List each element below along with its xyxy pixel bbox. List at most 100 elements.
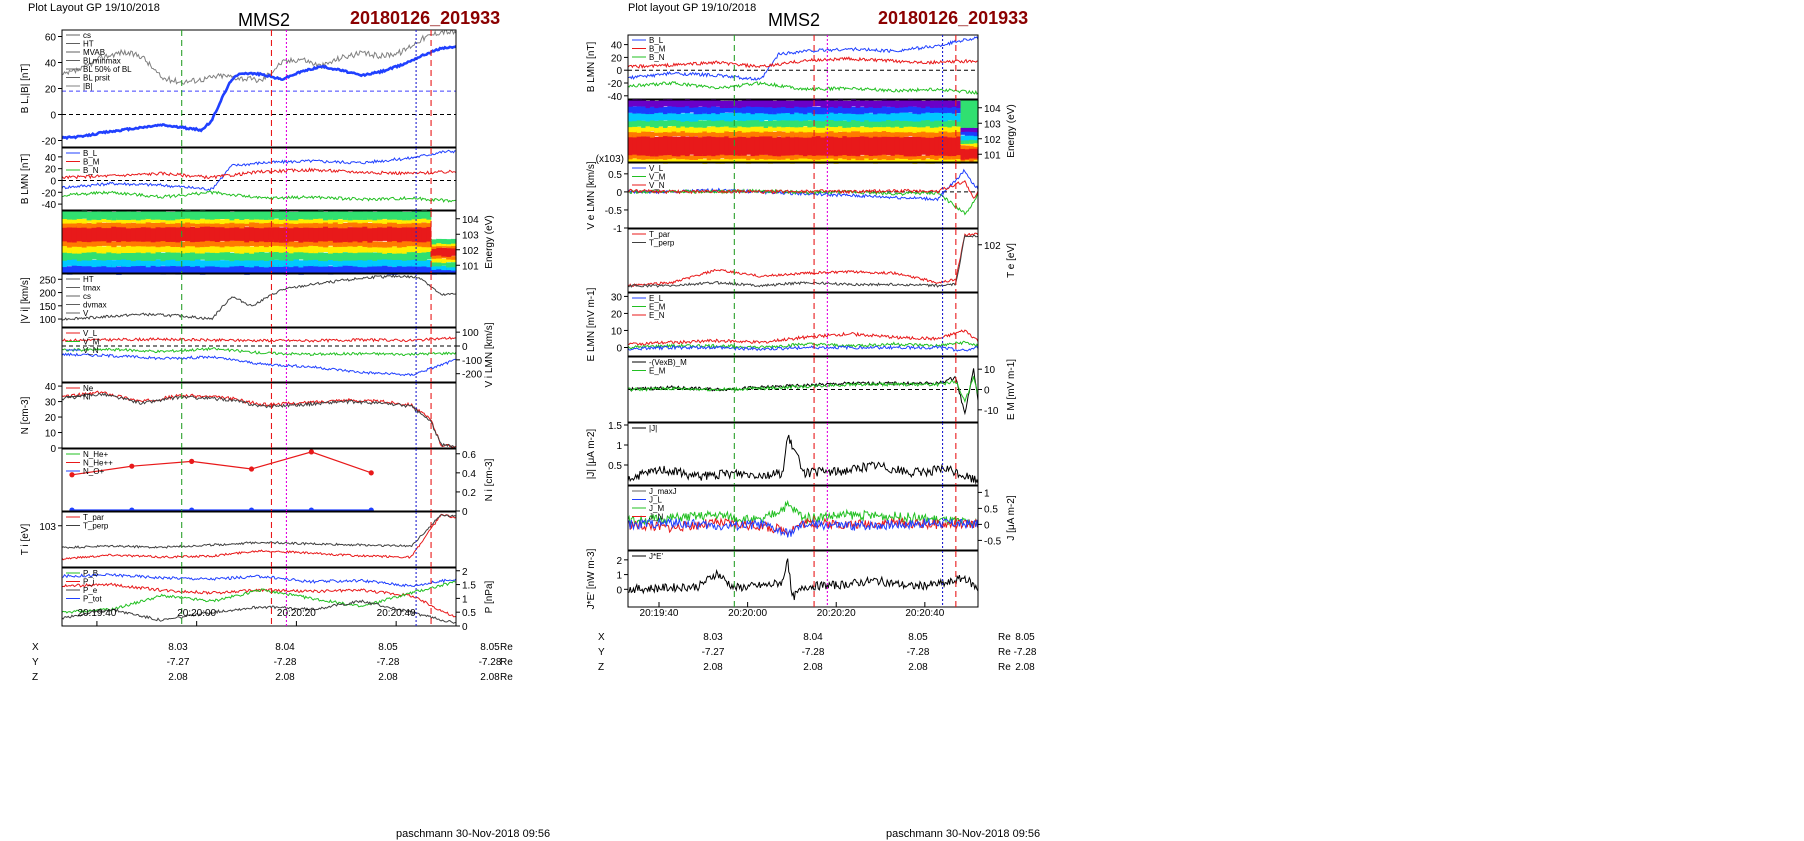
series-line <box>62 513 456 561</box>
spectrogram-cell <box>288 246 295 254</box>
spectrogram-cell <box>881 106 887 114</box>
spectrogram-cell <box>785 119 791 127</box>
spectrogram-cell <box>929 100 935 108</box>
spectrogram-cell <box>111 221 117 227</box>
spectrogram-cell <box>641 125 647 132</box>
spectrogram-cell <box>126 251 132 261</box>
spectrogram-cell <box>794 126 800 133</box>
series-line <box>628 179 978 199</box>
spectrogram-cell <box>877 113 883 122</box>
spectrogram-cell <box>855 100 861 108</box>
y-tick-label: 10 <box>45 429 57 440</box>
y-tick-label: 0 <box>462 622 468 633</box>
spectrogram-cell <box>372 264 378 274</box>
spectrogram-cell <box>859 130 865 137</box>
spectrogram-cell <box>951 157 957 163</box>
spectrogram-cell <box>684 112 690 122</box>
spectrogram-cell <box>254 217 260 223</box>
spectrogram-cell <box>180 218 186 224</box>
spectrogram-cell <box>859 107 865 115</box>
spectrogram-cell <box>737 125 743 132</box>
spectrogram-cell <box>851 136 857 156</box>
spectrogram-cell <box>204 265 211 274</box>
spectrogram-cell <box>785 130 791 137</box>
spectrogram-cell <box>199 218 206 224</box>
y-axis-label: P [nPa] <box>484 580 495 613</box>
spectrogram-cell <box>641 99 647 107</box>
spectrogram-cell <box>816 155 822 160</box>
spectrogram-cell <box>308 222 314 228</box>
spectrogram-cell <box>318 226 324 242</box>
spectrogram-cell <box>451 269 457 275</box>
spectrogram-cell <box>663 155 668 160</box>
spectrogram-cell <box>199 260 206 268</box>
spectrogram-cell <box>776 119 782 127</box>
spectrogram-cell <box>951 131 957 138</box>
spectrogram-cell <box>323 252 329 262</box>
spectrogram-cell <box>890 158 896 164</box>
spectrogram-cell <box>254 240 260 247</box>
spectrogram-cell <box>929 154 935 160</box>
y-axis-label: B L,|B| [nT] <box>20 63 31 113</box>
spectrogram-cell <box>135 251 142 261</box>
spectrogram-cell <box>214 210 221 220</box>
spectrogram-cell <box>101 239 107 246</box>
spectrogram-cell <box>833 119 839 128</box>
spectrogram-cell <box>903 126 909 133</box>
spectrogram-cell <box>352 222 359 228</box>
spectrogram-cell <box>318 245 324 253</box>
spectrogram-cell <box>943 154 948 160</box>
spectrogram-cell <box>663 111 668 121</box>
spectrogram-cell <box>352 240 359 247</box>
spectrogram-cell <box>719 105 725 113</box>
spectrogram-cell <box>903 136 909 157</box>
spectrogram-cell <box>921 155 927 161</box>
spectrogram-cell <box>298 241 304 248</box>
spectrogram-cell <box>135 258 142 267</box>
spectrogram-cell <box>219 241 226 248</box>
spectrogram-cell <box>951 106 957 114</box>
spectrogram-cell <box>781 120 787 128</box>
spectrogram-cell <box>254 259 260 267</box>
spectrogram-cell <box>838 131 843 138</box>
spectrogram-cell <box>239 223 245 229</box>
spectrogram-cell <box>724 125 730 132</box>
spectrogram-cell <box>680 99 686 108</box>
spectrogram-cell <box>411 222 418 228</box>
spectrogram-cell <box>938 125 944 132</box>
spectrogram-cell <box>676 154 682 160</box>
spectrogram-cell <box>881 135 887 155</box>
spectrogram-cell <box>62 210 68 220</box>
spectrogram-cell <box>943 119 948 127</box>
spectrogram-cell <box>908 158 913 164</box>
spectrogram-cell <box>150 265 157 275</box>
spectrogram-cell <box>768 135 773 156</box>
spectrogram-cell <box>140 245 147 254</box>
spectrogram-cell <box>160 222 167 228</box>
spectrogram-cell <box>733 154 738 159</box>
spectrogram-cell <box>750 130 756 137</box>
spectrogram-cell <box>794 135 800 155</box>
spectrogram-cell <box>411 265 418 274</box>
spectrogram-cell <box>693 120 699 128</box>
spectrogram-cell <box>101 246 107 254</box>
y-axis-label: E LMN [mV m-1] <box>586 287 597 361</box>
coord-value: 2.08 <box>480 672 500 683</box>
y-axis-label: J*E' [nW m-3] <box>586 548 597 609</box>
y-axis-label: V i LMN [km/s] <box>484 322 495 387</box>
spectrogram-cell <box>259 211 265 220</box>
spectrogram-cell <box>969 127 975 132</box>
spectrogram-cell <box>890 112 896 122</box>
legend-label: |B| <box>83 82 93 91</box>
y-tick-label: -40 <box>42 200 57 211</box>
spectrogram-cell <box>204 259 211 267</box>
legend-label: J_N <box>649 513 663 522</box>
spectrogram-cell <box>130 245 137 254</box>
spectrogram-cell <box>214 259 221 267</box>
spectrogram-cell <box>323 264 329 274</box>
y-tick-label: 0 <box>462 342 468 353</box>
spectrogram-cell <box>421 227 428 243</box>
spectrogram-cell <box>219 245 226 253</box>
spectrogram-cell <box>803 107 808 115</box>
spectrogram-cell <box>165 245 171 253</box>
